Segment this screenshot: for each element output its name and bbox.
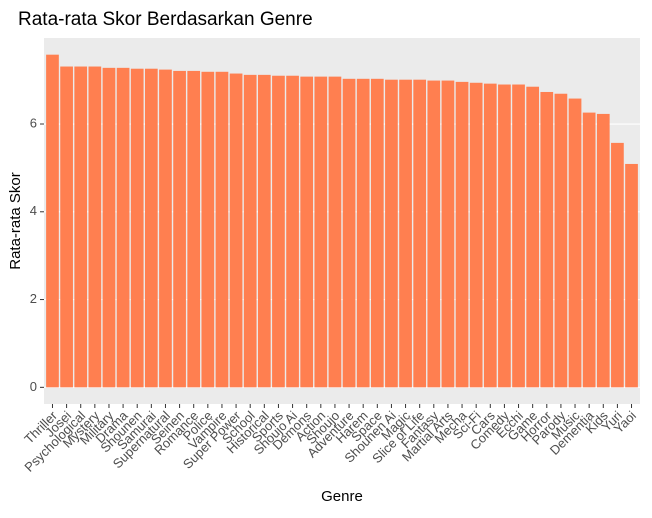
bar [215, 71, 229, 388]
bar [300, 76, 314, 388]
x-axis-label: Genre [321, 488, 363, 505]
bar [441, 80, 455, 388]
bar [370, 78, 384, 388]
bar [187, 70, 201, 388]
bar [159, 69, 172, 388]
y-tick-label: 0 [30, 379, 37, 394]
bar [554, 93, 568, 388]
bar [46, 54, 59, 388]
bar [512, 84, 525, 388]
bar [130, 68, 144, 388]
bar [356, 78, 370, 388]
bar [88, 66, 102, 388]
y-tick-label: 2 [30, 291, 37, 306]
bar [611, 142, 624, 388]
bar [469, 82, 483, 388]
bar [328, 76, 342, 388]
y-axis-label: Rata-rata Skor [7, 172, 24, 270]
bar [201, 71, 215, 388]
bar [342, 78, 356, 388]
bar [625, 163, 638, 388]
bar [173, 70, 186, 388]
bar [144, 68, 158, 388]
bar [229, 73, 243, 388]
y-tick-label: 6 [30, 115, 37, 130]
bar [568, 98, 582, 388]
bar [582, 112, 596, 388]
bar [257, 74, 271, 388]
bar [286, 75, 299, 388]
bar [526, 86, 540, 388]
y-tick-label: 4 [30, 203, 37, 218]
bar [243, 74, 257, 388]
bar [116, 67, 130, 388]
bar [385, 79, 398, 388]
bar [102, 67, 116, 388]
bar [455, 81, 469, 388]
bar [399, 79, 412, 388]
bar [413, 79, 427, 388]
bar [483, 83, 497, 388]
bar [540, 91, 554, 388]
bar [596, 113, 610, 388]
bar [272, 75, 285, 388]
bar [314, 76, 328, 388]
bar [427, 80, 441, 388]
chart-title: Rata-rata Skor Berdasarkan Genre [18, 9, 313, 30]
bar [74, 66, 88, 388]
bar [60, 66, 73, 388]
bar [498, 84, 511, 388]
